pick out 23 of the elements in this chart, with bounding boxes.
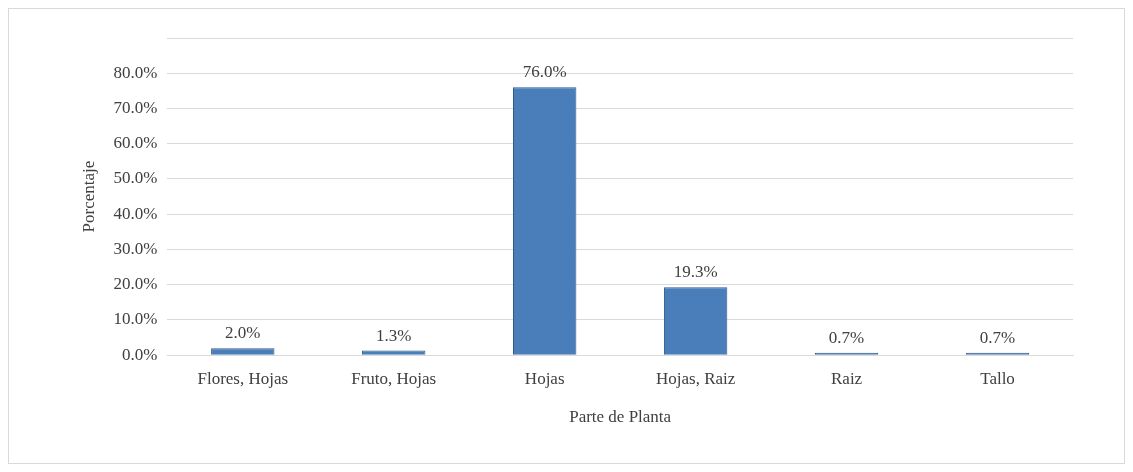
data-label: 1.3% bbox=[376, 325, 412, 345]
y-tick-label: 60.0% bbox=[113, 133, 158, 153]
y-axis-title: Porcentaje bbox=[78, 160, 98, 233]
x-axis-title: Parte de Planta bbox=[569, 407, 672, 427]
y-tick-label: 70.0% bbox=[113, 97, 158, 117]
x-tick-label: Raiz bbox=[831, 368, 863, 388]
x-tick-label: Hojas bbox=[524, 368, 565, 388]
y-tick-label: 80.0% bbox=[113, 62, 158, 82]
y-tick-label: 50.0% bbox=[113, 168, 158, 188]
x-tick-label: Fruto, Hojas bbox=[351, 368, 437, 388]
data-label: 19.3% bbox=[673, 262, 718, 282]
x-tick-label: Hojas, Raiz bbox=[655, 368, 736, 388]
data-label: 0.7% bbox=[828, 327, 865, 347]
y-tick-label: 40.0% bbox=[113, 203, 158, 223]
y-tick-label: 0.0% bbox=[121, 344, 158, 364]
data-label: 2.0% bbox=[225, 323, 261, 343]
x-tick-label: Flores, Hojas bbox=[197, 368, 289, 388]
y-tick-label: 30.0% bbox=[113, 238, 158, 258]
y-tick-label: 20.0% bbox=[113, 274, 158, 294]
x-tick-label: Tallo bbox=[980, 368, 1015, 388]
data-label: 76.0% bbox=[522, 62, 567, 82]
data-label: 0.7% bbox=[979, 327, 1016, 347]
y-tick-label: 10.0% bbox=[113, 309, 158, 329]
